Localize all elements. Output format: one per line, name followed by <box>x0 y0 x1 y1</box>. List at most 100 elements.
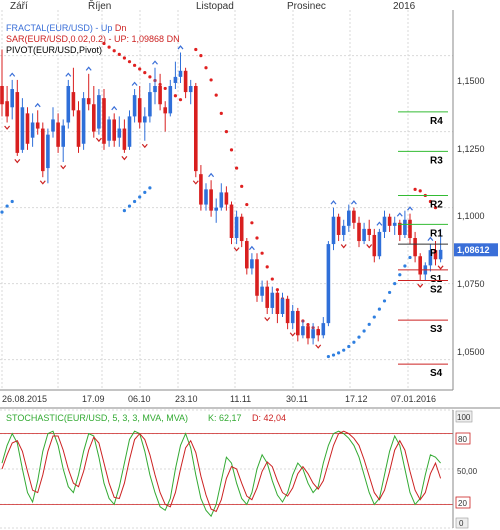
main-grid <box>0 10 453 390</box>
candle <box>290 304 295 330</box>
price-tick-label: 1,1500 <box>457 76 485 86</box>
sar-dot <box>260 251 264 255</box>
fractal-down-marker <box>121 155 128 161</box>
candle-body <box>61 125 65 147</box>
date-label: 26.08.2015 <box>2 394 47 404</box>
fractal-down-marker <box>4 125 11 130</box>
sar-dot <box>199 54 203 58</box>
candle <box>285 295 290 330</box>
candle-body <box>275 292 280 314</box>
stochastic-tick-label: 0 <box>459 519 464 528</box>
sar-dot <box>107 45 111 49</box>
fractal-up-marker <box>427 236 434 241</box>
candle <box>30 113 35 147</box>
candle-body <box>0 86 4 105</box>
stochastic-tick-box <box>455 432 471 445</box>
pivot-level-label: R1 <box>430 228 443 239</box>
candle-body <box>362 228 366 242</box>
candle <box>122 119 127 153</box>
month-label: Listopad <box>196 1 234 12</box>
sar-dot <box>148 75 152 79</box>
sar-dot <box>122 56 126 60</box>
sar-dot <box>133 63 137 67</box>
sar-dot <box>10 199 14 204</box>
candle-body <box>347 210 351 226</box>
candle <box>321 317 326 339</box>
candle <box>148 82 152 123</box>
candle-body <box>51 119 55 132</box>
candle-body <box>137 98 142 123</box>
sar-dot <box>148 186 152 190</box>
fractal-down-marker <box>315 344 322 349</box>
candle-body <box>122 128 127 150</box>
sar-dot <box>398 273 402 277</box>
candle <box>413 231 417 263</box>
date-axis: 26.08.2015 17.09 06.10 23.10 11.11 30.11… <box>2 394 436 404</box>
fractal-down-marker <box>14 159 21 164</box>
candle <box>97 89 101 135</box>
fractal-up-marker <box>330 200 337 205</box>
candle-body <box>163 107 167 114</box>
pivot-level-label: S3 <box>430 324 443 335</box>
candle-body <box>265 286 269 308</box>
candle <box>35 110 40 135</box>
candle-body <box>326 244 331 324</box>
candle-body <box>229 204 234 238</box>
candle <box>362 222 366 245</box>
stochastic-k-line <box>1 430 441 518</box>
candle <box>209 180 213 217</box>
sar-dot <box>352 340 356 344</box>
candle-body <box>377 231 382 257</box>
fractal-up-marker <box>9 72 16 77</box>
candle <box>280 292 285 318</box>
sar-dot <box>245 202 249 207</box>
sar-dot <box>413 187 417 191</box>
fractal-legend-dn: Dn <box>115 23 127 33</box>
candle-body <box>117 128 122 138</box>
fractal-up-marker <box>34 102 41 108</box>
sar-dot <box>163 86 167 91</box>
candle <box>316 326 320 342</box>
candle-body <box>46 134 50 169</box>
candle <box>81 92 86 150</box>
fractal-legend: FRACTAL(EUR/USD) - Up Dn <box>6 23 126 33</box>
candle-body <box>76 110 81 147</box>
candle <box>194 82 198 178</box>
date-label: 23.10 <box>175 394 198 404</box>
fractal-up-marker <box>177 45 184 50</box>
stochastic-tick-box <box>455 517 469 529</box>
sar-dot <box>270 277 274 281</box>
stochastic-axis: 100 80 50,00 20 0 <box>452 410 478 529</box>
candle <box>76 101 81 153</box>
candle <box>153 67 157 105</box>
candle-body <box>372 234 377 257</box>
candle-body <box>183 70 188 93</box>
candle-body <box>25 113 30 144</box>
sar-dot <box>337 351 341 355</box>
fractal-down-marker <box>192 180 199 185</box>
month-label: Září <box>10 1 28 12</box>
candle <box>331 207 336 251</box>
sar-dot <box>362 329 366 333</box>
candle-body <box>209 189 213 211</box>
candle-body <box>438 249 443 260</box>
sar-dot <box>342 348 346 352</box>
sar-dot <box>117 52 121 56</box>
candle-body <box>178 70 183 77</box>
candle-body <box>239 216 244 242</box>
candle <box>301 320 305 339</box>
stochastic-d-line <box>1 430 442 513</box>
sar-dot <box>127 204 132 208</box>
candle-body <box>311 329 315 339</box>
candle-body <box>143 116 147 123</box>
candle-body <box>204 189 208 205</box>
sar-dot <box>393 282 397 286</box>
candle <box>25 107 30 150</box>
sar-dot <box>240 184 244 188</box>
candle-body <box>15 92 20 153</box>
candle <box>347 204 351 232</box>
price-tick-label: 1,1000 <box>457 211 485 221</box>
candle <box>158 73 162 111</box>
candle-body <box>30 122 35 138</box>
